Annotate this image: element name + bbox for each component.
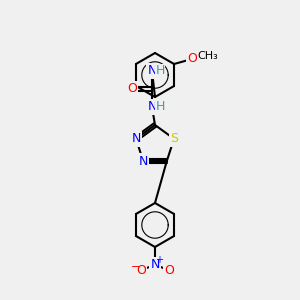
Text: O: O: [136, 263, 146, 277]
Text: S: S: [170, 132, 178, 145]
Text: N: N: [147, 100, 157, 113]
Text: H: H: [155, 100, 165, 113]
Text: N: N: [131, 132, 141, 145]
Text: O: O: [127, 82, 137, 95]
Text: H: H: [155, 64, 165, 77]
Text: N: N: [139, 155, 148, 168]
Text: +: +: [155, 255, 163, 265]
Text: O: O: [164, 263, 174, 277]
Text: CH₃: CH₃: [198, 51, 218, 61]
Text: N: N: [150, 259, 160, 272]
Text: −: −: [131, 262, 141, 272]
Text: N: N: [147, 64, 157, 77]
Text: O: O: [187, 52, 197, 65]
